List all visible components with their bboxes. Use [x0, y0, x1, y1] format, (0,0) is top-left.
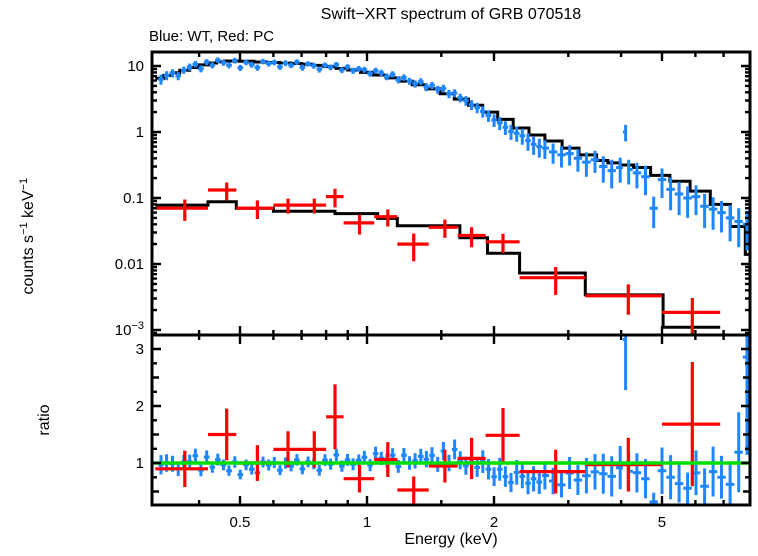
svg-text:1: 1 [363, 514, 371, 531]
pc-data-series [155, 182, 721, 335]
axis-ticks [152, 52, 750, 505]
svg-text:0.5: 0.5 [230, 514, 251, 531]
chart-subtitle: Blue: WT, Red: PC [149, 28, 275, 45]
svg-text:3: 3 [136, 341, 144, 358]
svg-text:1: 1 [136, 124, 144, 141]
svg-text:10: 10 [127, 58, 144, 75]
bottom-panel [150, 333, 752, 507]
pc-model-line [155, 200, 721, 329]
wt-data-series [158, 57, 750, 251]
svg-text:0.01: 0.01 [115, 256, 144, 273]
svg-text:1: 1 [136, 455, 144, 472]
svg-text:5: 5 [658, 514, 666, 531]
svg-text:2: 2 [490, 514, 498, 531]
chart-title: Swift−XRT spectrum of GRB 070518 [320, 6, 582, 23]
svg-text:0.1: 0.1 [123, 190, 144, 207]
x-axis-label: Energy (keV) [404, 531, 498, 548]
svg-text:10−3: 10−3 [115, 320, 144, 339]
svg-text:2: 2 [136, 398, 144, 415]
y-tick-labels-top: 10 1 0.1 0.01 10−3 [115, 58, 144, 339]
y-tick-labels-bottom: 1 2 3 [136, 341, 144, 472]
x-tick-labels: 0.5 1 2 5 [230, 514, 667, 531]
